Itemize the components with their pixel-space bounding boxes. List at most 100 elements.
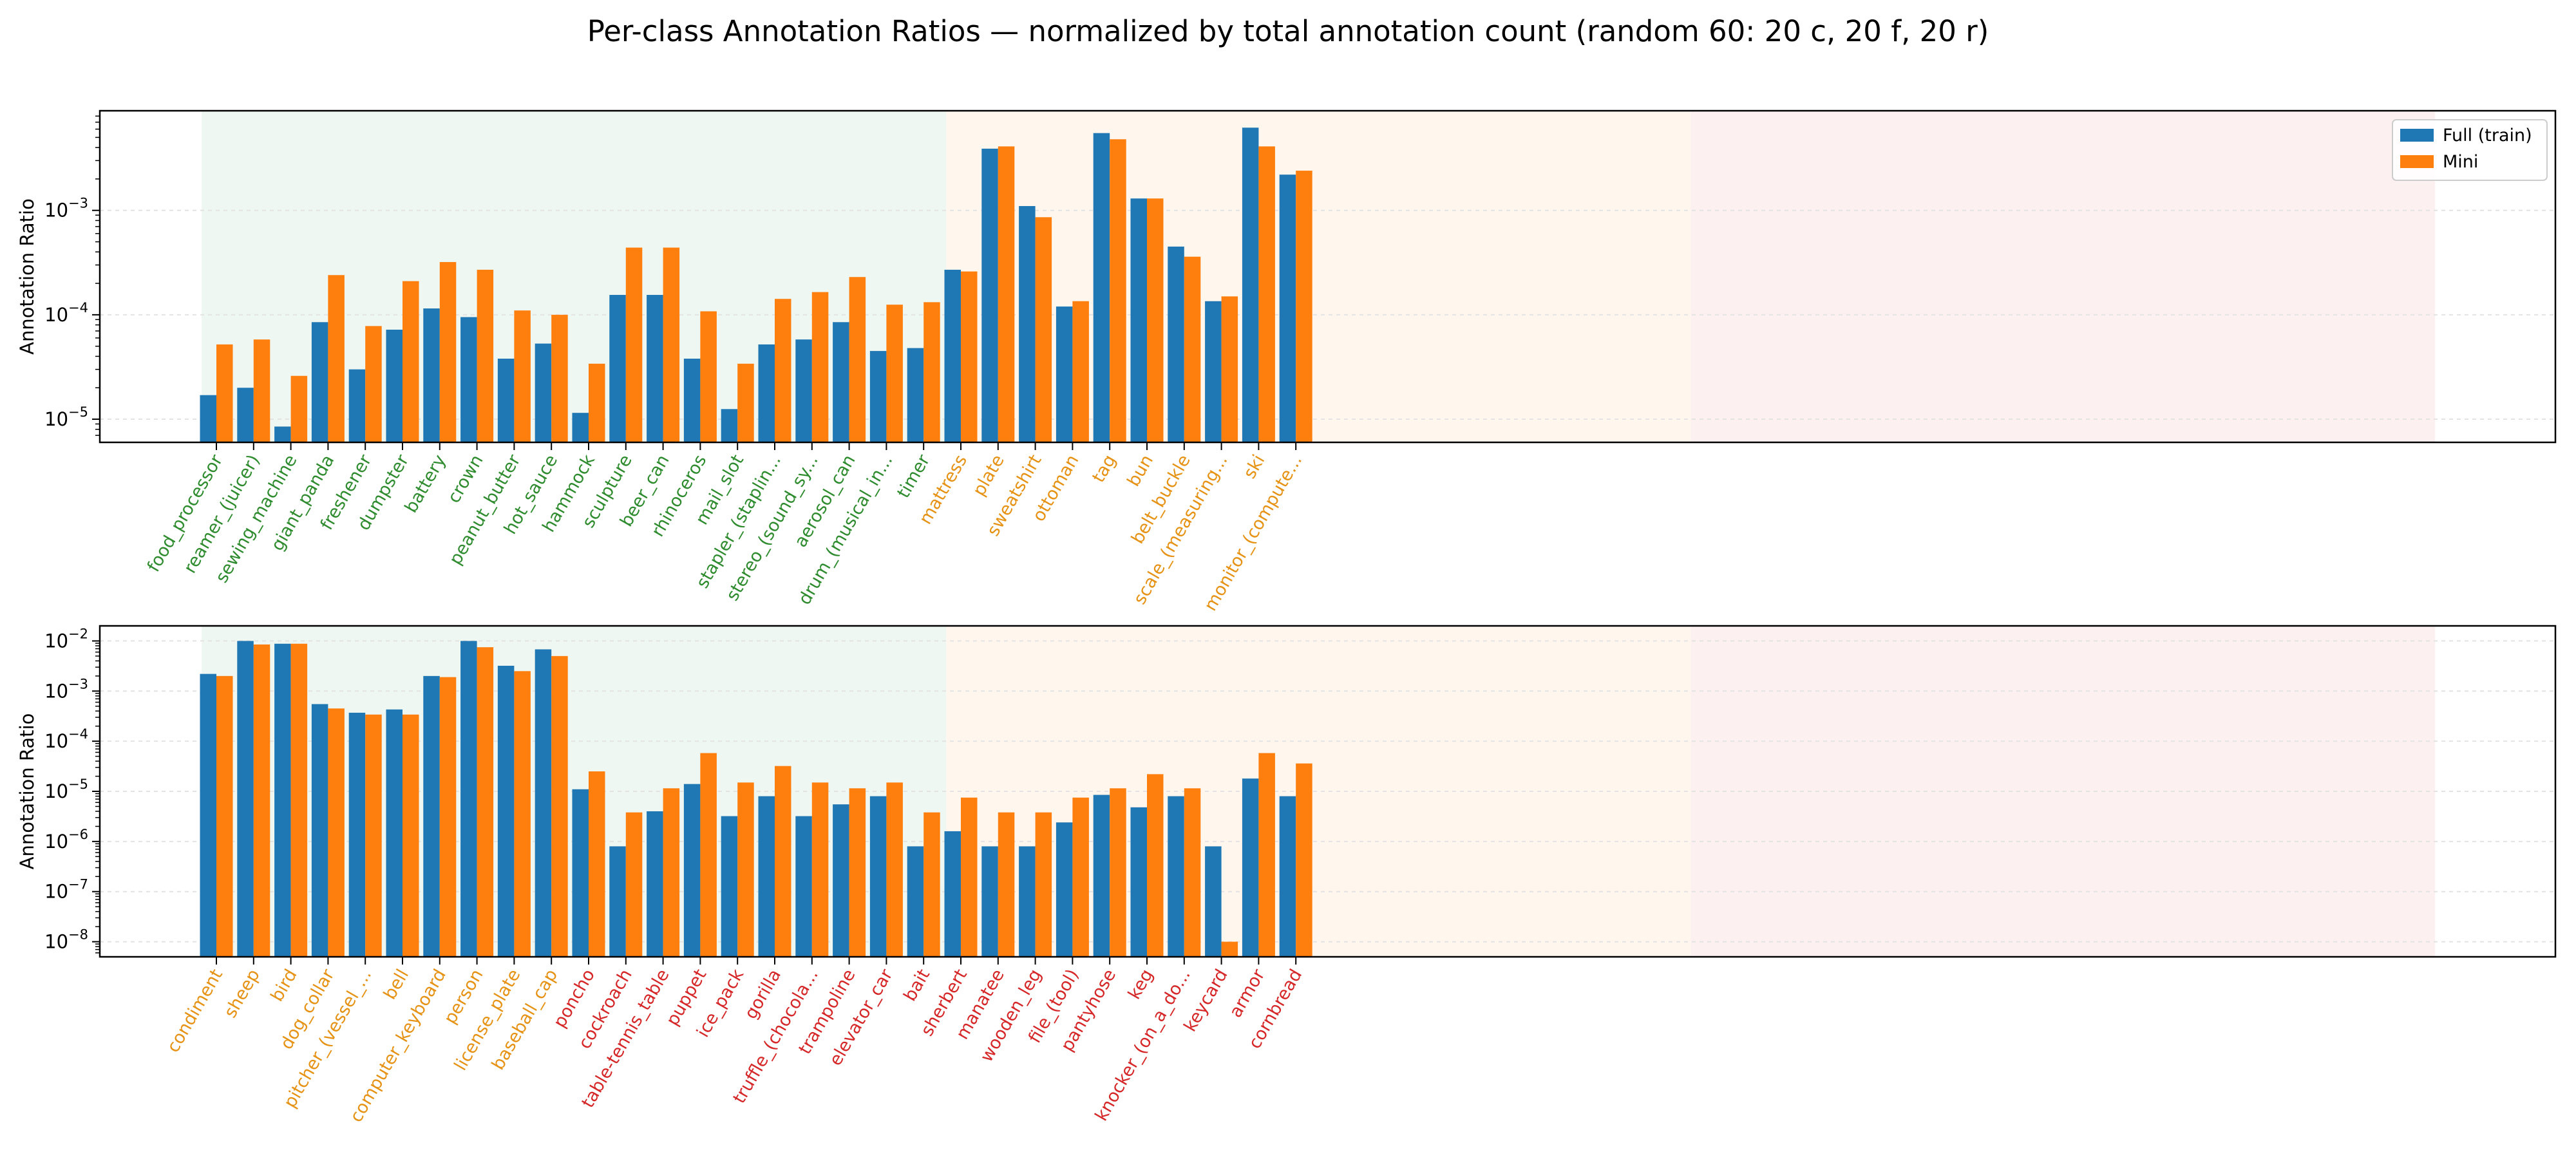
bar-mini-28	[1258, 753, 1275, 957]
x-tick-label: bell	[380, 966, 413, 1003]
x-tick-label: timer	[893, 451, 934, 502]
y-tick-label: 10−7	[44, 877, 88, 903]
bar-full-15	[758, 796, 775, 957]
bar-mini-14	[737, 782, 754, 957]
bar-full-23	[1056, 306, 1073, 442]
bar-mini-27	[1221, 941, 1238, 957]
bar-mini-13	[700, 311, 717, 442]
bar-full-16	[795, 816, 812, 957]
bar-mini-22	[1035, 812, 1052, 957]
bar-full-4	[348, 712, 366, 957]
bar-mini-15	[775, 299, 791, 442]
bar-full-24	[1093, 795, 1110, 957]
bar-mini-12	[663, 247, 680, 442]
bar-mini-27	[1221, 296, 1238, 442]
bar-mini-6	[439, 261, 457, 442]
bar-mini-29	[1296, 763, 1312, 957]
x-tick-label: bird	[267, 966, 301, 1005]
bar-full-17	[833, 322, 849, 442]
bar-full-25	[1130, 807, 1147, 957]
axes-frame	[99, 109, 2557, 444]
legend-label: Full (train)	[2443, 126, 2532, 146]
legend-swatch-full	[2400, 129, 2434, 142]
bar-full-23	[1056, 822, 1073, 957]
bar-mini-25	[1147, 198, 1164, 442]
bar-mini-23	[1072, 301, 1089, 442]
bar-mini-7	[477, 647, 494, 957]
bar-mini-21	[998, 146, 1015, 442]
bar-full-1	[237, 388, 254, 442]
bar-mini-2	[290, 375, 308, 442]
bar-full-26	[1168, 796, 1184, 957]
bar-mini-4	[365, 326, 382, 442]
bar-mini-18	[886, 782, 903, 957]
bar-mini-4	[365, 714, 382, 957]
bar-full-12	[647, 811, 663, 957]
bar-full-11	[609, 295, 626, 442]
x-tick-label: tag	[1088, 451, 1120, 486]
x-tick-label: condiment	[163, 966, 227, 1056]
bar-mini-10	[589, 363, 605, 442]
bar-mini-17	[849, 277, 866, 442]
bar-mini-15	[775, 766, 791, 957]
bar-full-27	[1205, 301, 1222, 442]
bar-full-13	[683, 784, 701, 957]
bar-mini-5	[402, 714, 419, 957]
bar-full-0	[200, 395, 216, 442]
y-tick-label: 10−4	[44, 300, 88, 326]
figure-title: Per-class Annotation Ratios — normalized…	[587, 14, 1989, 48]
x-tick-label: bait	[900, 966, 934, 1004]
bar-mini-2	[290, 643, 308, 957]
y-tick-label: 10−4	[44, 726, 88, 752]
y-tick-label: 10−3	[44, 196, 88, 221]
bar-full-28	[1242, 778, 1259, 957]
legend-swatch-mini	[2400, 155, 2434, 168]
bar-full-8	[497, 665, 515, 957]
bar-mini-26	[1184, 256, 1201, 442]
bar-mini-19	[923, 812, 940, 957]
bar-full-21	[981, 148, 998, 443]
x-tick-label: ski	[1240, 451, 1269, 482]
bar-mini-24	[1110, 788, 1126, 957]
bar-full-0	[200, 674, 216, 957]
bar-full-10	[572, 413, 589, 442]
bar-mini-22	[1035, 217, 1052, 442]
bar-full-5	[386, 330, 402, 442]
bar-full-4	[348, 369, 366, 442]
chart-panel-1: 10−510−410−3food_processorreamer_(juicer…	[16, 109, 2557, 614]
bar-mini-9	[551, 655, 568, 957]
bar-mini-23	[1072, 797, 1089, 957]
bar-full-10	[572, 789, 589, 957]
y-tick-label: 10−5	[44, 777, 88, 802]
bar-full-21	[981, 846, 998, 957]
bar-mini-26	[1184, 788, 1201, 957]
bar-mini-16	[811, 782, 829, 957]
y-tick-label: 10−6	[44, 827, 88, 853]
bar-mini-3	[328, 708, 345, 957]
bar-full-7	[460, 317, 477, 442]
bar-mini-29	[1296, 171, 1312, 442]
bar-mini-18	[886, 305, 903, 442]
bar-full-16	[795, 339, 812, 442]
bar-mini-0	[216, 344, 233, 442]
bar-full-1	[237, 641, 254, 957]
bar-mini-7	[477, 269, 494, 442]
group-band-r	[1690, 111, 2436, 442]
axes-frame	[99, 625, 2557, 958]
bar-full-19	[907, 846, 924, 957]
y-tick-label: 10−2	[44, 626, 88, 652]
bar-full-14	[721, 409, 738, 442]
bar-mini-1	[253, 339, 270, 442]
bar-full-29	[1279, 796, 1296, 957]
bar-full-5	[386, 709, 402, 957]
y-tick-label: 10−5	[44, 404, 88, 430]
bar-full-12	[647, 295, 663, 442]
bar-mini-28	[1258, 146, 1275, 442]
bar-mini-6	[439, 677, 457, 957]
x-tick-label: bun	[1124, 451, 1158, 490]
x-tick-label: sheep	[220, 966, 264, 1021]
bar-full-2	[274, 643, 291, 957]
bar-full-20	[944, 831, 961, 957]
bar-full-13	[683, 359, 701, 442]
